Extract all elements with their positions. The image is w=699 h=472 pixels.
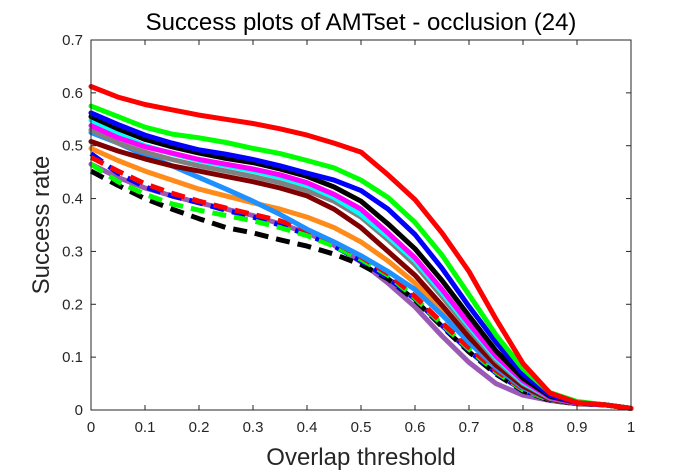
y-tick-label: 0.2 (62, 296, 83, 313)
x-tick-label: 0.8 (513, 419, 534, 436)
x-tick-label: 0.3 (243, 419, 264, 436)
y-axis-label: Success rate (28, 156, 55, 295)
x-tick-label: 0.9 (567, 419, 588, 436)
series-line-3 (88, 110, 634, 411)
series-line-1 (88, 84, 634, 411)
y-tick-label: 0.4 (62, 191, 83, 208)
y-tick-label: 0.7 (62, 32, 83, 49)
x-tick-label: 0.5 (351, 419, 372, 436)
x-axis-ticks: 0 0.1 0.2 0.3 0.4 0.5 0.6 0.7 0.8 0.9 1 (87, 40, 635, 436)
x-axis-label: Overlap threshold (266, 444, 455, 471)
chart-title: Success plots of AMTset - occlusion (24) (146, 9, 577, 36)
x-tick-label: 0.4 (297, 419, 318, 436)
y-tick-label: 0.3 (62, 243, 83, 260)
y-tick-label: 0.5 (62, 138, 83, 155)
x-tick-label: 0.1 (135, 419, 156, 436)
y-tick-label: 0 (75, 402, 83, 419)
y-axis-ticks: 0 0.1 0.2 0.3 0.4 0.5 0.6 0.7 (62, 32, 631, 419)
x-tick-label: 0.6 (405, 419, 426, 436)
x-tick-label: 0.7 (459, 419, 480, 436)
y-tick-label: 0.1 (62, 349, 83, 366)
x-tick-label: 0.2 (189, 419, 210, 436)
x-tick-label: 0 (87, 419, 95, 436)
x-tick-label: 1 (627, 419, 635, 436)
series-layer (88, 84, 634, 411)
y-tick-label: 0.6 (62, 85, 83, 102)
